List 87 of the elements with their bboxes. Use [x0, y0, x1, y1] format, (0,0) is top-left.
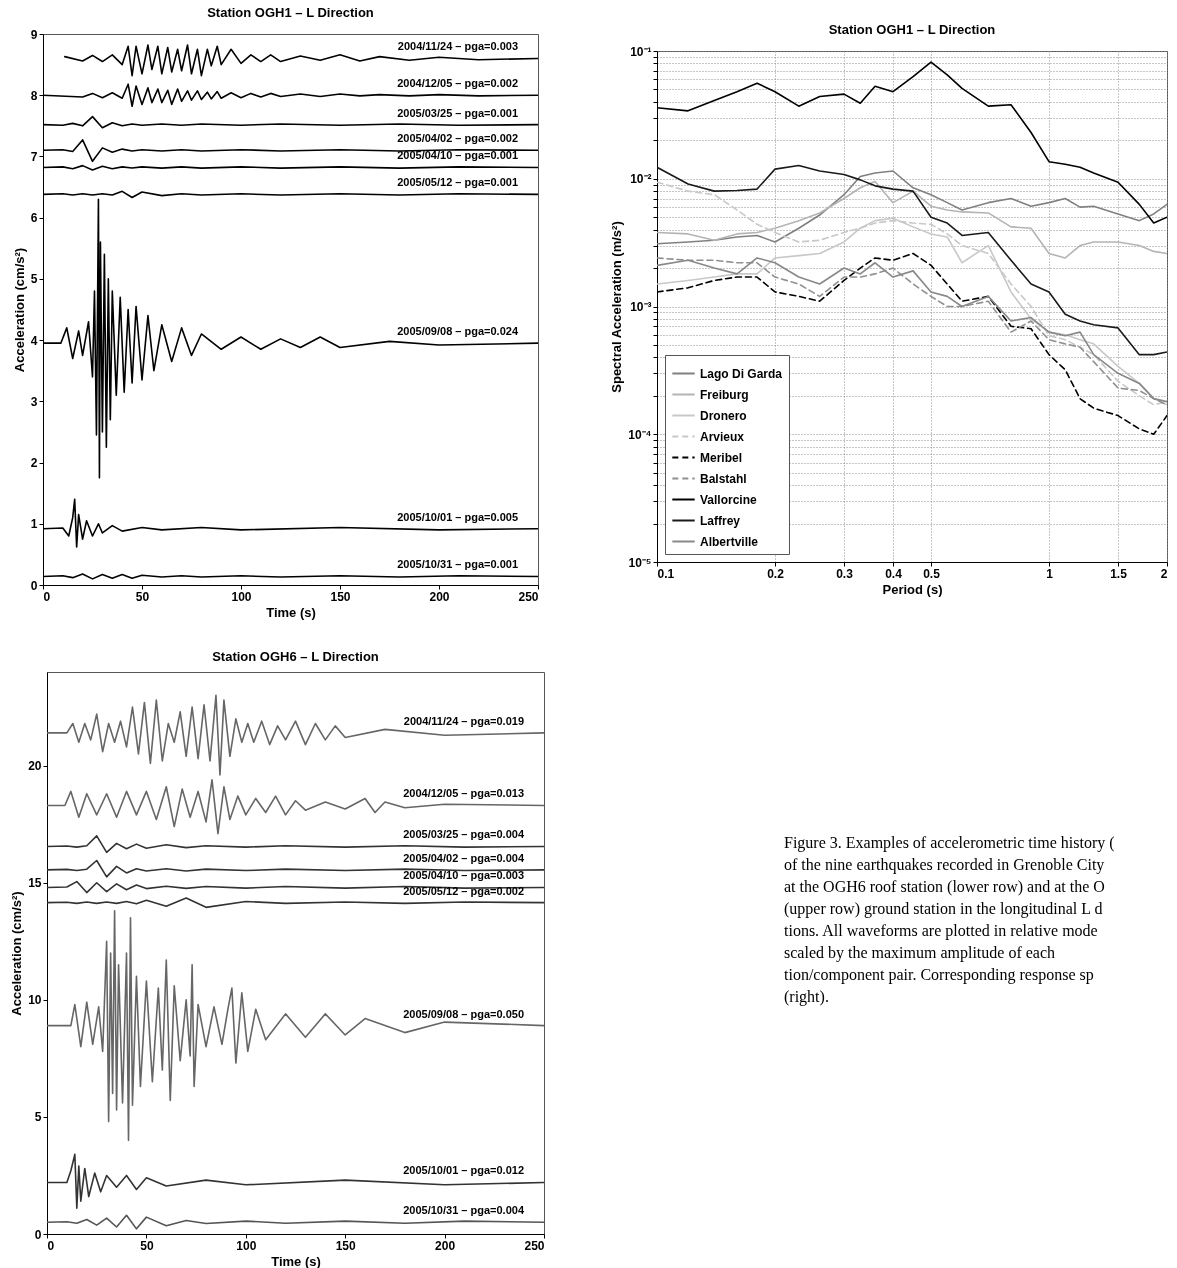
- y-tick-label: 6: [30, 211, 38, 226]
- x-tick-label: 250: [524, 1238, 545, 1253]
- line-series: [47, 897, 544, 909]
- x-axis-title: Period (s): [882, 581, 943, 597]
- y-tick-label: 3: [30, 394, 38, 409]
- legend-label: Dronero: [700, 408, 747, 423]
- line-series: [47, 910, 544, 1142]
- y-tick-label: 0: [34, 1227, 42, 1242]
- line-series: [47, 694, 544, 776]
- y-tick-label: 0: [30, 578, 38, 593]
- caption: Figure 3. Examples of accelerometric time history (: [784, 833, 1115, 854]
- text: tion/component pair. Corresponding response sp: [784, 965, 1095, 986]
- x-tick-label: 2: [1160, 566, 1168, 581]
- annotation: 2005/03/25 – pga=0.001: [397, 106, 518, 119]
- annotation: 2005/04/02 – pga=0.004: [403, 851, 525, 864]
- x-tick-label: 0.5: [923, 566, 941, 581]
- legend-label: Vallorcine: [700, 492, 758, 507]
- y-tick-label: 5: [34, 1110, 42, 1125]
- x-tick-label: 100: [231, 589, 252, 604]
- y-tick-label: 10: [28, 993, 42, 1008]
- text: of the nine earthquakes recorded in Grenoble City: [784, 855, 1106, 876]
- y-tick-label: 9: [30, 27, 38, 42]
- x-axis-title: Time (s): [271, 1253, 321, 1268]
- y-tick-label: 4: [30, 333, 38, 348]
- x-tick-label: 50: [140, 1238, 154, 1253]
- legend-label: Lago Di Garda: [700, 366, 783, 381]
- annotation: 2005/03/25 – pga=0.004: [403, 828, 525, 841]
- annotation: 2005/04/02 – pga=0.002: [397, 132, 518, 145]
- x-tick-label: 0.4: [885, 566, 903, 581]
- y-tick-label: 10⁻²: [630, 172, 652, 187]
- annotation: 2004/12/05 – pga=0.002: [397, 77, 518, 90]
- y-tick-label: 10⁻⁵: [628, 555, 652, 570]
- x-tick-label: 100: [236, 1238, 257, 1253]
- legend-label: Arvieux: [700, 429, 745, 444]
- x-tick-label: 0: [47, 1238, 55, 1253]
- text: tions. All waveforms are plotted in relative mode: [784, 921, 1099, 942]
- y-tick-label: 10⁻³: [630, 300, 652, 314]
- legend-label: Balstahl: [700, 471, 747, 486]
- y-tick-label: 1: [30, 517, 38, 532]
- x-tick-label: 200: [435, 1238, 456, 1253]
- annotation: 2005/05/12 – pga=0.002: [403, 884, 524, 897]
- x-tick-label: 0.3: [836, 566, 854, 581]
- annotation: 2005/04/10 – pga=0.003: [403, 869, 524, 882]
- annotation: 2005/09/08 – pga=0.050: [403, 1007, 524, 1020]
- y-tick-label: 7: [30, 149, 38, 164]
- y-tick-label: 15: [28, 876, 42, 891]
- text: (right).: [784, 987, 830, 1008]
- legend-label: Laffrey: [700, 513, 741, 528]
- y-tick-label: 2: [30, 456, 38, 471]
- legend-label: Albertville: [700, 534, 759, 549]
- y-tick-label: 20: [28, 759, 42, 774]
- y-tick-label: 10⁻¹: [630, 44, 652, 59]
- annotation: 2005/10/01 – pga=0.005: [397, 510, 518, 523]
- annotation: 2004/11/24 – pga=0.019: [403, 714, 524, 727]
- x-tick-label: 150: [335, 1238, 357, 1253]
- y-axis-title: Acceleration (cm/s²): [9, 891, 25, 1016]
- annotation: 2004/12/05 – pga=0.013: [403, 787, 524, 800]
- annotation: 2005/10/31 – pga=0.001: [397, 558, 518, 571]
- text: at the OGH6 roof station (lower row) and at the O: [784, 877, 1106, 898]
- legend-label: Freiburg: [700, 387, 749, 402]
- text: (upper row) ground station in the longitudinal L d: [784, 899, 1104, 920]
- annotation: 2005/10/31 – pga=0.004: [403, 1204, 525, 1217]
- x-axis-title: Time (s): [266, 604, 316, 620]
- y-tick-label: 8: [30, 88, 38, 103]
- line-series: [63, 44, 538, 77]
- x-tick-label: 1: [1046, 566, 1054, 581]
- chart-title: Station OGH1 – L Direction: [207, 5, 374, 20]
- chart-title: Station OGH6 – L Direction: [212, 649, 379, 664]
- x-tick-label: 250: [518, 589, 539, 604]
- chart-title: Station OGH1 – L Direction: [828, 22, 996, 37]
- annotation: 2005/05/12 – pga=0.001: [397, 176, 518, 189]
- x-tick-label: 150: [330, 589, 351, 604]
- x-tick-label: 1.5: [1110, 566, 1128, 581]
- text: scaled by the maximum amplitude of each: [784, 943, 1057, 964]
- x-tick-label: 0.2: [767, 566, 785, 581]
- y-tick-label: 5: [30, 272, 38, 287]
- annotation: 2005/10/01 – pga=0.012: [403, 1164, 524, 1177]
- annotation: 2005/09/08 – pga=0.024: [397, 325, 519, 338]
- x-tick-label: 0.1: [657, 566, 675, 581]
- y-tick-label: 10⁻⁴: [628, 427, 652, 442]
- y-axis-title: Acceleration (cm/s²): [11, 247, 27, 373]
- annotation: 2005/04/10 – pga=0.001: [397, 149, 518, 162]
- x-tick-label: 50: [135, 589, 150, 604]
- legend-label: Meribel: [700, 450, 743, 465]
- x-tick-label: 200: [429, 589, 450, 604]
- annotation: 2004/11/24 – pga=0.003: [397, 40, 518, 53]
- y-axis-title: Spectral Acceleration (m/s²): [609, 221, 625, 393]
